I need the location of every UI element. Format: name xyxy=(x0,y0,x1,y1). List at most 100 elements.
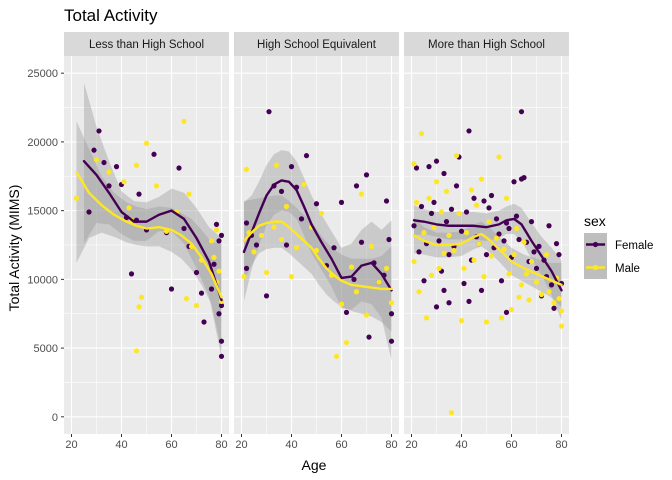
male-data-point xyxy=(543,252,550,258)
female-data-point xyxy=(441,170,447,177)
facet-strip xyxy=(234,32,399,56)
male-data-point xyxy=(551,300,557,306)
male-data-point xyxy=(193,302,200,309)
female-data-point xyxy=(431,199,437,205)
male-data-point xyxy=(143,140,150,146)
female-data-point xyxy=(446,252,452,258)
male-data-point xyxy=(496,154,502,160)
x-tick-label: 40 xyxy=(285,439,297,451)
male-confidence-band xyxy=(414,217,562,307)
female-data-point xyxy=(181,225,187,232)
male-data-point xyxy=(518,282,525,288)
x-tick-label: 20 xyxy=(235,439,247,451)
male-data-point xyxy=(493,235,500,241)
female-data-point xyxy=(513,213,520,219)
female-data-point xyxy=(411,223,417,229)
female-data-point xyxy=(218,232,225,238)
female-data-point xyxy=(521,175,527,181)
facet-strip xyxy=(404,32,569,56)
male-data-point xyxy=(501,246,507,252)
male-data-point xyxy=(476,241,482,247)
male-data-point xyxy=(456,210,462,216)
female-data-point xyxy=(478,287,485,293)
male-data-point xyxy=(106,169,112,175)
male-data-point xyxy=(376,279,382,285)
male-data-point xyxy=(471,257,477,263)
female-data-point xyxy=(218,302,225,309)
male-data-point xyxy=(426,195,432,201)
male-data-point xyxy=(251,249,257,255)
female-data-point xyxy=(413,165,420,171)
male-data-point xyxy=(121,179,127,185)
male-data-point xyxy=(533,279,540,285)
female-data-point xyxy=(466,128,472,134)
female-data-point xyxy=(533,265,540,271)
legend-entry-label: Female xyxy=(615,240,653,252)
facet-strip-label: High School Equivalent xyxy=(257,39,377,51)
male-data-point xyxy=(558,323,565,329)
female-data-point xyxy=(493,216,500,222)
female-data-point xyxy=(218,338,225,344)
female-data-point xyxy=(136,191,142,197)
female-data-point xyxy=(388,311,395,317)
female-confidence-band xyxy=(84,82,222,358)
x-tick-label: 40 xyxy=(455,439,467,451)
female-data-point xyxy=(498,278,505,284)
x-tick-label: 80 xyxy=(555,439,567,451)
male-data-point xyxy=(183,296,190,302)
male-data-point xyxy=(556,296,562,302)
legend-title: sex xyxy=(584,213,606,229)
male-data-point xyxy=(383,265,390,271)
female-data-point xyxy=(446,300,452,306)
female-data-point xyxy=(353,183,360,189)
female-data-point xyxy=(388,338,395,344)
female-data-point xyxy=(441,287,447,293)
chart-title: Total Activity xyxy=(64,6,158,25)
female-data-point xyxy=(338,199,345,205)
legend-key-point xyxy=(592,264,599,271)
male-data-point xyxy=(436,265,442,271)
female-data-point xyxy=(263,293,270,299)
male-data-point xyxy=(463,230,470,236)
female-data-point xyxy=(528,219,535,225)
male-data-point xyxy=(358,191,365,197)
male-smooth-line xyxy=(75,170,223,299)
male-data-point xyxy=(73,195,80,201)
male-data-point xyxy=(521,239,527,245)
facet-panel: Less than High School 20 40 60 80 xyxy=(64,32,229,451)
female-data-point xyxy=(443,219,450,225)
male-data-point xyxy=(443,188,450,194)
y-axis-label: Total Activity (MIMS) xyxy=(6,185,22,312)
female-data-point xyxy=(363,172,370,178)
facet-strip-label: Less than High School xyxy=(89,39,204,51)
male-data-point xyxy=(558,308,565,314)
female-smooth-line xyxy=(412,217,563,292)
male-data-point xyxy=(516,294,522,300)
male-data-point xyxy=(421,230,427,236)
female-data-point xyxy=(343,309,350,315)
male-data-point xyxy=(243,166,250,172)
x-tick-label: 20 xyxy=(65,439,77,451)
female-data-point xyxy=(201,319,207,325)
facet-strip xyxy=(64,32,229,56)
female-data-point xyxy=(433,304,440,310)
female-data-point xyxy=(551,305,557,311)
male-data-point xyxy=(481,274,487,280)
male-data-point xyxy=(528,258,535,265)
female-data-point xyxy=(253,242,260,248)
male-data-point xyxy=(293,245,300,251)
male-data-point xyxy=(211,254,217,260)
male-confidence-band xyxy=(244,195,392,332)
male-data-point xyxy=(451,247,457,254)
male-data-point xyxy=(181,118,187,124)
male-data-point xyxy=(433,179,440,185)
female-data-point xyxy=(106,183,112,189)
female-data-point xyxy=(101,159,107,166)
facet-panel: More than High School 20 40 60 80 xyxy=(404,32,569,451)
male-data-point xyxy=(423,315,430,321)
female-data-point xyxy=(531,249,537,255)
female-data-point xyxy=(288,164,295,170)
male-data-point xyxy=(446,232,452,238)
male-data-point xyxy=(416,289,422,295)
male-data-point xyxy=(486,219,492,225)
